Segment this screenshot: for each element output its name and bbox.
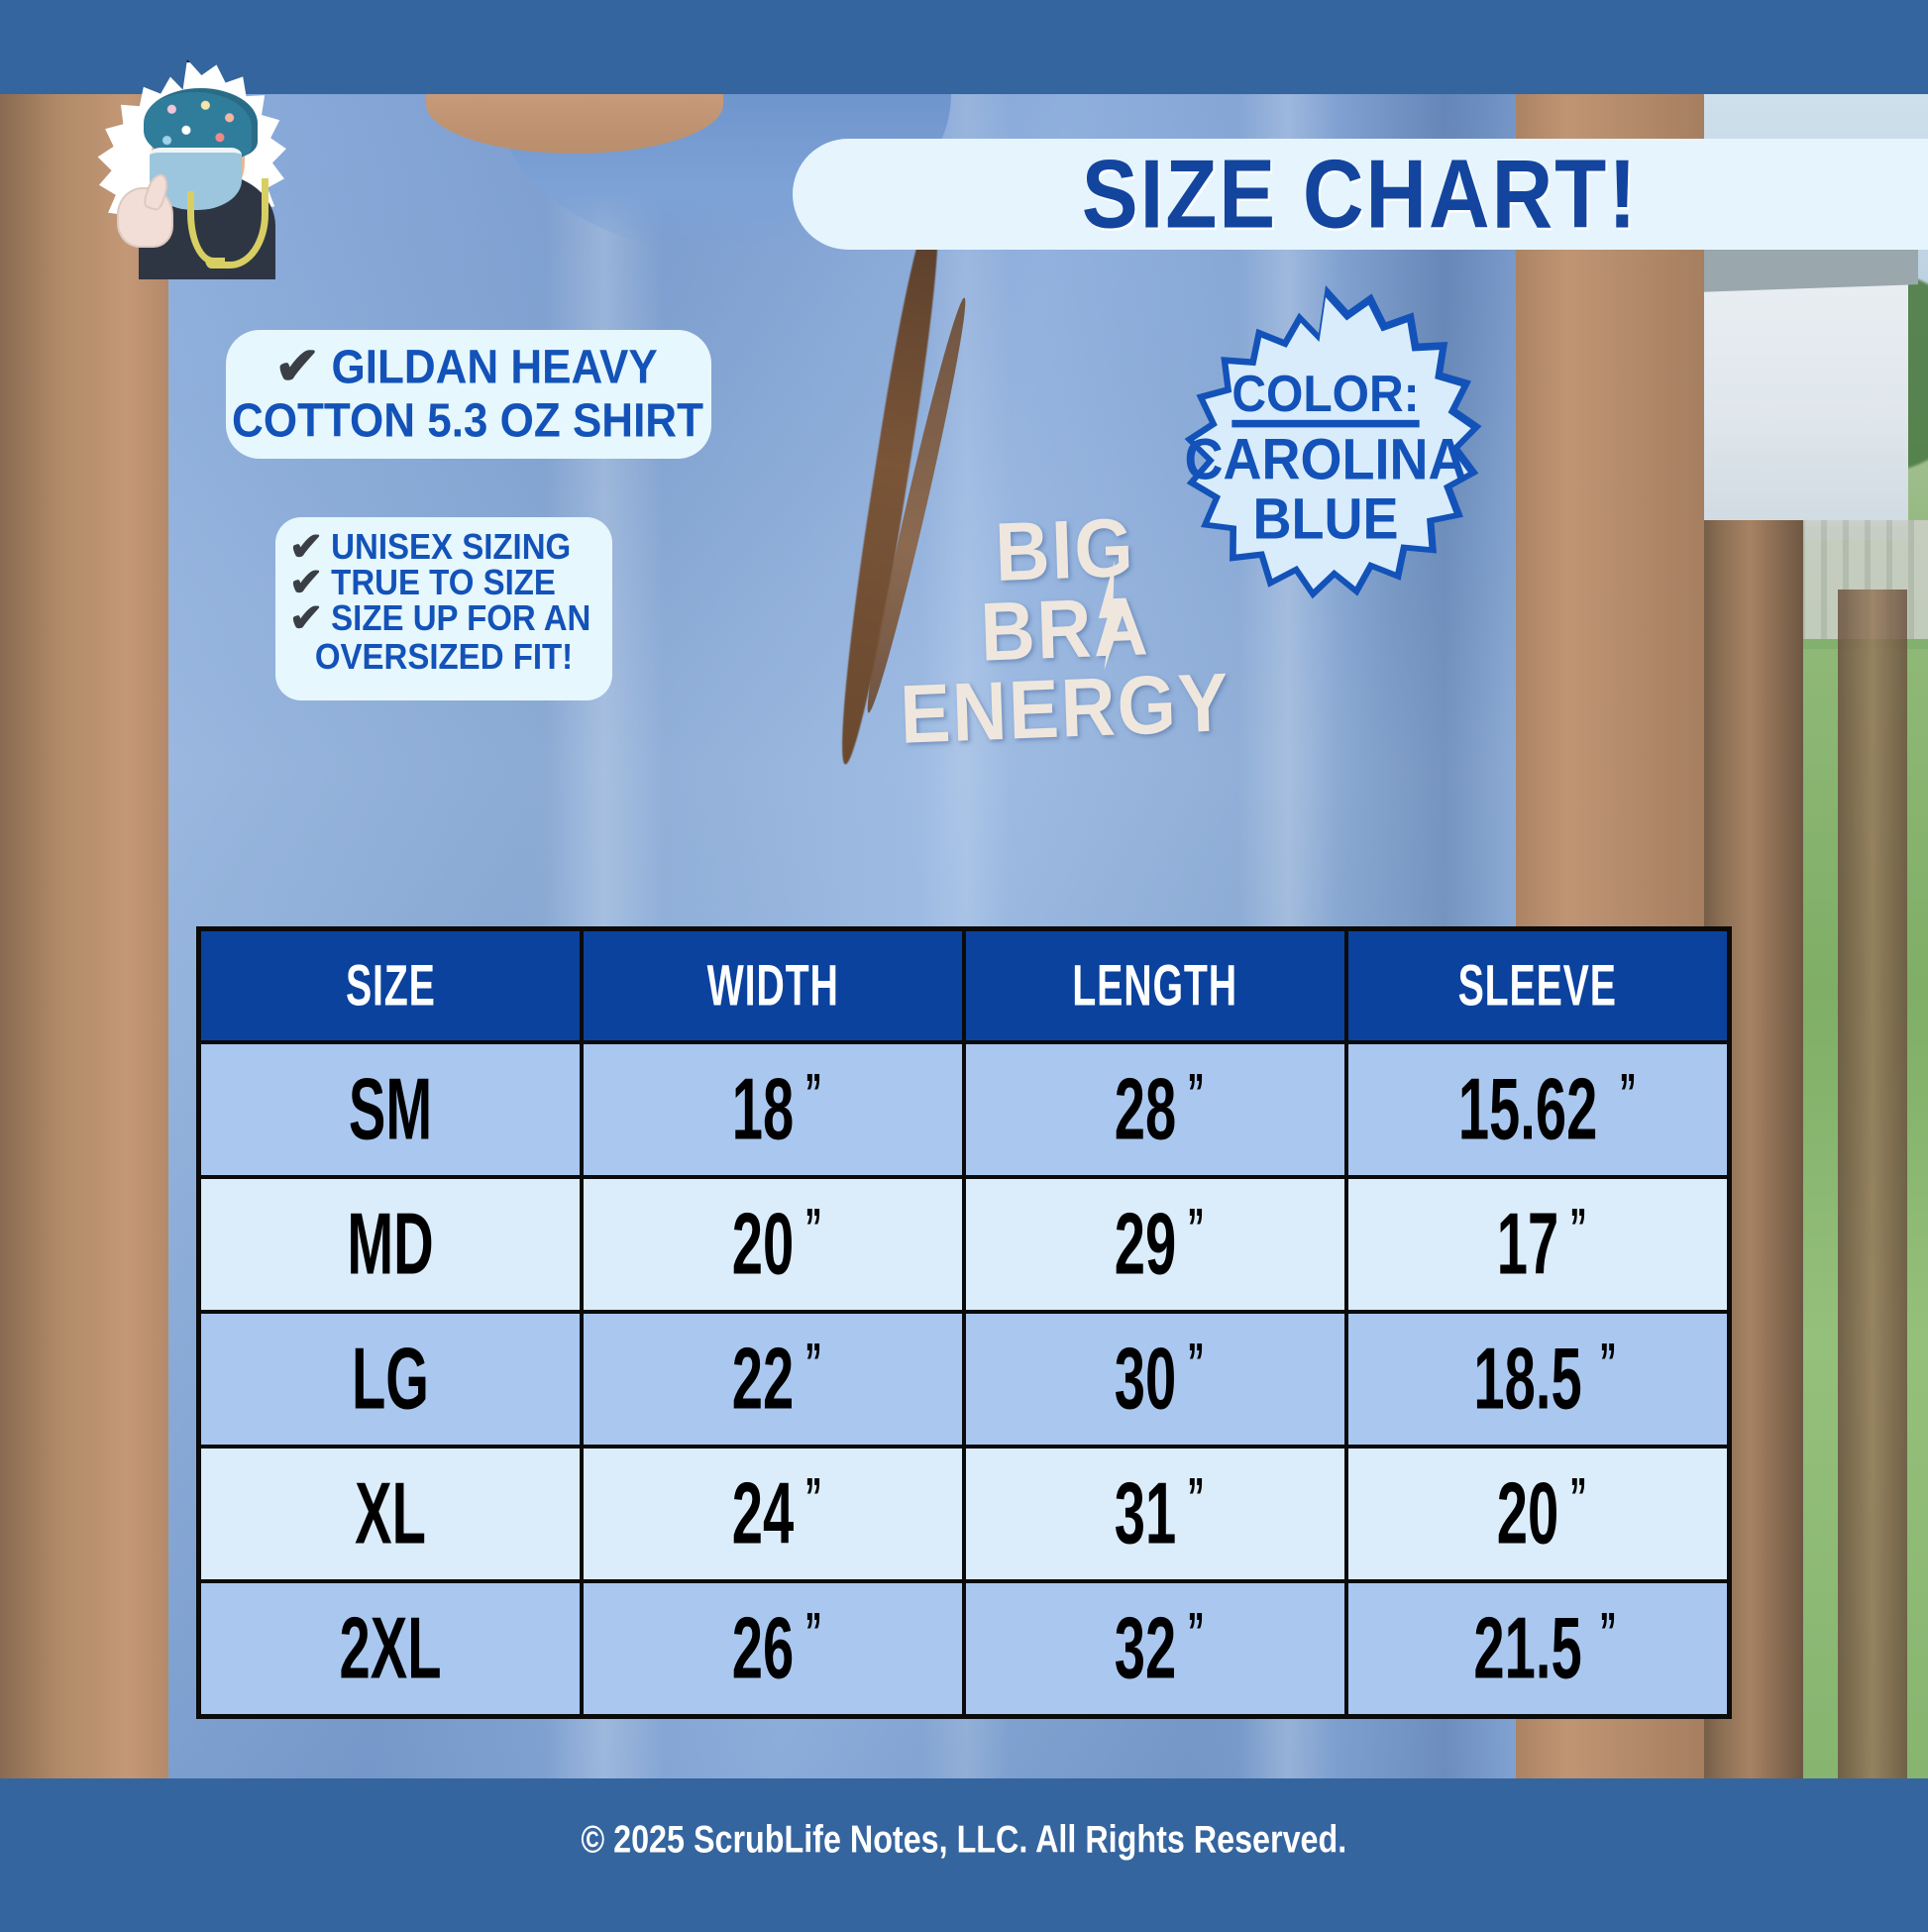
table-row: MD 20” 29” 17” — [196, 1175, 1732, 1314]
inch-mark: ” — [1569, 1199, 1586, 1259]
cell-size-value: LG — [351, 1331, 429, 1428]
cell-size: 2XL — [196, 1579, 584, 1719]
inch-mark: ” — [804, 1064, 821, 1125]
cell-size-value: MD — [347, 1196, 434, 1293]
cell-sleeve: 20” — [1344, 1445, 1732, 1583]
column-header-length-label: LENGTH — [1072, 953, 1238, 1019]
cell-length: 30” — [961, 1310, 1349, 1449]
cell-length-value: 28 — [1114, 1061, 1177, 1158]
callout-sizing-item-0: UNISEX SIZING — [331, 525, 572, 567]
column-header-width-label: WIDTH — [706, 953, 839, 1019]
column-header-width: WIDTH — [579, 926, 967, 1044]
cell-width: 18” — [579, 1040, 967, 1179]
cell-length-value: 32 — [1114, 1600, 1177, 1697]
cell-length: 32” — [961, 1579, 1349, 1719]
cell-size: XL — [196, 1445, 584, 1583]
brand-logo-badge[interactable] — [77, 59, 297, 279]
table-header-row: SIZE WIDTH LENGTH SLEEVE — [196, 926, 1732, 1044]
cell-sleeve-value: 20 — [1496, 1465, 1559, 1562]
cell-length: 31” — [961, 1445, 1349, 1583]
table-row: 2XL 26” 32” 21.5” — [196, 1579, 1732, 1719]
cell-width: 26” — [579, 1579, 967, 1719]
column-header-length: LENGTH — [961, 926, 1349, 1044]
cell-width-value: 22 — [731, 1331, 794, 1428]
inch-mark: ” — [1569, 1468, 1586, 1529]
cell-width-value: 18 — [731, 1061, 794, 1158]
inch-mark: ” — [804, 1199, 821, 1259]
tree-trunk-secondary — [1838, 590, 1907, 1778]
cell-width-value: 20 — [731, 1196, 794, 1293]
column-header-size-label: SIZE — [345, 953, 436, 1019]
inch-mark: ” — [1599, 1334, 1616, 1394]
check-icon: ✔ — [288, 523, 324, 569]
callout-sizing-item-1: TRUE TO SIZE — [331, 561, 556, 602]
color-badge-label: COLOR: — [1232, 366, 1420, 424]
cell-size-value: 2XL — [339, 1600, 442, 1697]
cell-width-value: 24 — [731, 1465, 794, 1562]
column-header-size: SIZE — [196, 926, 584, 1044]
cell-length: 29” — [961, 1175, 1349, 1314]
inch-mark: ” — [1187, 1199, 1204, 1259]
color-badge: COLOR: CAROLINA BLUE — [1152, 285, 1499, 632]
nurse-avatar-icon — [77, 59, 297, 279]
cell-sleeve: 15.62 ” — [1344, 1040, 1732, 1179]
size-chart-banner: SIZE CHART! — [793, 139, 1928, 250]
cell-size: SM — [196, 1040, 584, 1179]
callout-sizing: ✔ UNISEX SIZING ✔ TRUE TO SIZE ✔ SIZE UP… — [275, 517, 612, 700]
inch-mark: ” — [804, 1468, 821, 1529]
inch-mark: ” — [1599, 1603, 1616, 1664]
cell-sleeve-value: 21.5 — [1473, 1600, 1582, 1697]
page-title: SIZE CHART! — [1082, 139, 1639, 249]
cell-sleeve: 21.5 ” — [1344, 1579, 1732, 1719]
table-row: LG 22” 30” 18.5” — [196, 1310, 1732, 1449]
cell-length: 28” — [961, 1040, 1349, 1179]
inch-mark: ” — [804, 1334, 821, 1394]
copyright-text: © 2025 ScrubLife Notes, LLC. All Rights … — [581, 1818, 1347, 1862]
stethoscope-icon — [204, 177, 269, 269]
check-icon: ✔ — [274, 338, 321, 396]
check-icon: ✔ — [288, 594, 324, 640]
check-icon: ✔ — [288, 559, 324, 604]
color-badge-value-line-1: CAROLINA — [1184, 427, 1467, 492]
callout-sizing-continuation: OVERSIZED FIT! — [314, 636, 574, 677]
cell-size: LG — [196, 1310, 584, 1449]
inch-mark: ” — [1619, 1064, 1636, 1125]
thumbs-up-icon — [116, 186, 174, 249]
callout-material-line-1: GILDAN HEAVY — [331, 340, 658, 393]
cell-sleeve-value: 17 — [1496, 1196, 1559, 1293]
cell-sleeve-value: 18.5 — [1473, 1331, 1582, 1428]
cell-length-value: 30 — [1114, 1331, 1177, 1428]
scrub-cap-icon — [143, 87, 259, 159]
inch-mark: ” — [1187, 1334, 1204, 1394]
callout-material: ✔ GILDAN HEAVY COTTON 5.3 OZ SHIRT — [226, 330, 711, 459]
inch-mark: ” — [1187, 1064, 1204, 1125]
table-row: SM 18” 28” 15.62” — [196, 1040, 1732, 1179]
cell-length-value: 29 — [1114, 1196, 1177, 1293]
cell-length-value: 31 — [1114, 1465, 1177, 1562]
stethoscope-icon — [187, 191, 226, 265]
cell-width: 24” — [579, 1445, 967, 1583]
footer: © 2025 ScrubLife Notes, LLC. All Rights … — [0, 1779, 1928, 1928]
inch-mark: ” — [1187, 1603, 1204, 1664]
callout-sizing-item-2: SIZE UP FOR AN — [331, 596, 591, 638]
cell-size-value: SM — [348, 1061, 432, 1158]
size-chart-table: SIZE WIDTH LENGTH SLEEVE SM 18” 28” 15.6… — [196, 926, 1732, 1719]
column-header-sleeve: SLEEVE — [1344, 926, 1732, 1044]
inch-mark: ” — [804, 1603, 821, 1664]
cell-size-value: XL — [354, 1465, 426, 1562]
cell-width-value: 26 — [731, 1600, 794, 1697]
cell-width: 20” — [579, 1175, 967, 1314]
torn-paper-edge-top — [0, 0, 1928, 25]
callout-material-line-2: COTTON 5.3 OZ SHIRT — [232, 393, 703, 448]
inch-mark: ” — [1187, 1468, 1204, 1529]
cell-width: 22” — [579, 1310, 967, 1449]
cell-sleeve: 18.5 ” — [1344, 1310, 1732, 1449]
color-badge-value-line-2: BLUE — [1252, 486, 1399, 552]
column-header-sleeve-label: SLEEVE — [1458, 953, 1618, 1019]
table-row: XL 24” 31” 20” — [196, 1445, 1732, 1583]
cell-size: MD — [196, 1175, 584, 1314]
cell-sleeve: 17” — [1344, 1175, 1732, 1314]
cell-sleeve-value: 15.62 — [1457, 1061, 1598, 1158]
